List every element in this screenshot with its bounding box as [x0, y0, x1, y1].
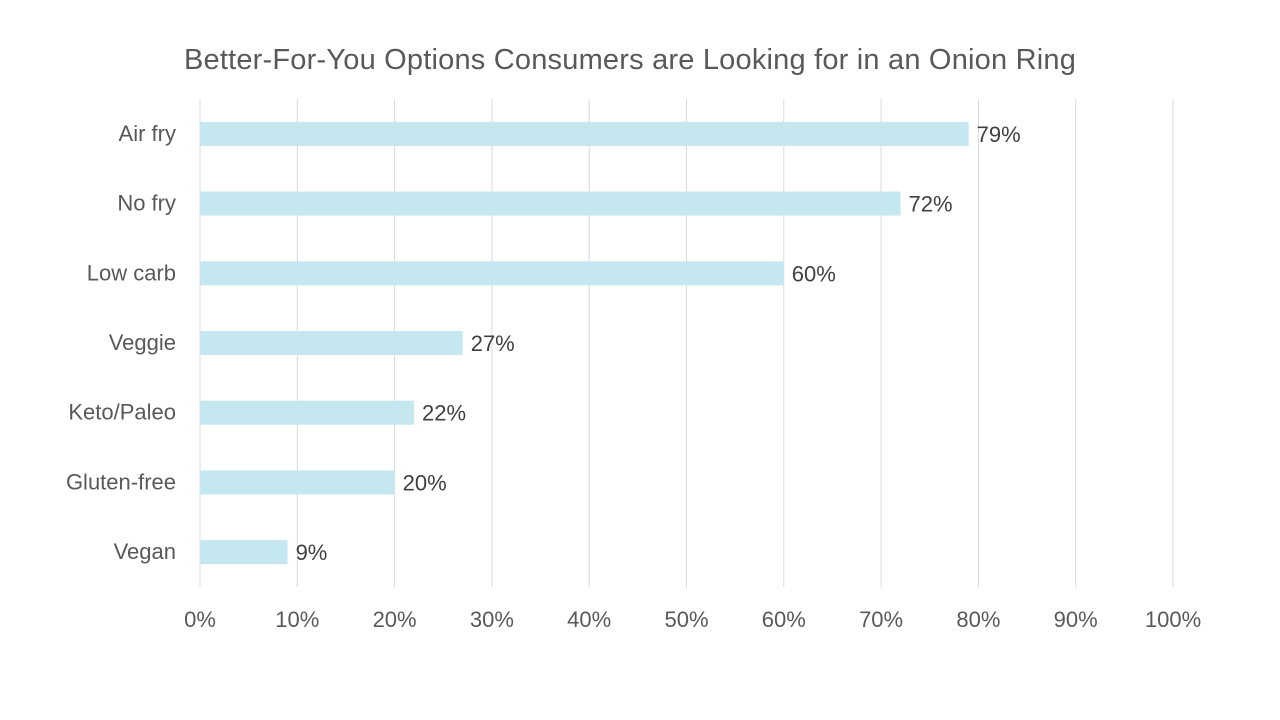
- category-label: Air fry: [119, 121, 176, 146]
- x-tick-label: 80%: [956, 607, 1000, 632]
- bar: [200, 191, 901, 216]
- category-label: Low carb: [87, 260, 176, 285]
- bar: [200, 121, 969, 146]
- data-label: 60%: [792, 261, 836, 286]
- chart-title: Better-For-You Options Consumers are Loo…: [183, 44, 1077, 76]
- x-tick-label: 50%: [664, 607, 708, 632]
- category-label: Keto/Paleo: [68, 400, 176, 425]
- x-tick-label: 20%: [373, 607, 417, 632]
- bar: [200, 540, 288, 565]
- x-tick-label: 0%: [184, 607, 216, 632]
- data-label: 22%: [422, 401, 466, 426]
- category-label: No fry: [117, 191, 176, 216]
- x-tick-label: 40%: [567, 607, 611, 632]
- data-label: 9%: [296, 540, 328, 565]
- x-tick-label: 90%: [1054, 607, 1098, 632]
- data-label: 79%: [977, 122, 1021, 147]
- bar: [200, 470, 395, 495]
- category-label: Veggie: [109, 330, 176, 355]
- data-label: 72%: [909, 192, 953, 217]
- category-label: Gluten-free: [66, 469, 176, 494]
- x-tick-label: 70%: [859, 607, 903, 632]
- x-tick-label: 10%: [275, 607, 319, 632]
- category-label: Vegan: [114, 539, 176, 564]
- bar: [200, 261, 784, 286]
- bar: [200, 400, 415, 425]
- x-tick-label: 100%: [1145, 607, 1201, 632]
- data-label: 20%: [403, 470, 447, 495]
- x-tick-label: 30%: [470, 607, 514, 632]
- bar: [200, 331, 463, 355]
- x-tick-label: 60%: [762, 607, 806, 632]
- data-label: 27%: [471, 331, 515, 356]
